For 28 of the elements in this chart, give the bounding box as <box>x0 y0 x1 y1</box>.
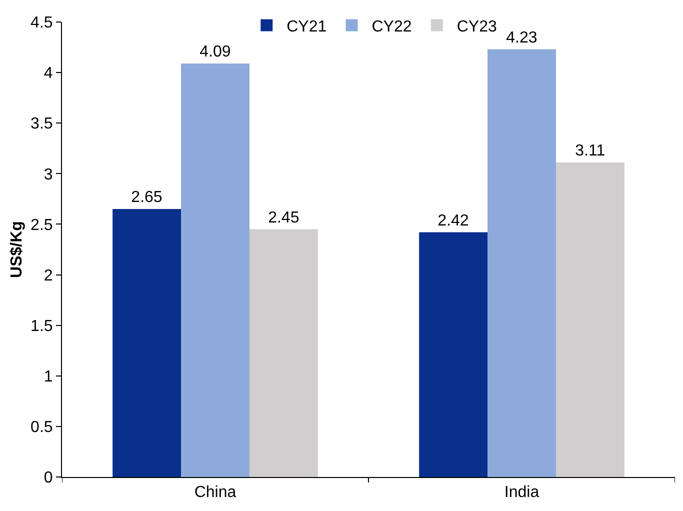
bar <box>488 49 556 477</box>
data-label: 2.45 <box>268 209 300 226</box>
legend-label: CY21 <box>286 18 327 36</box>
data-label: 4.23 <box>506 29 538 46</box>
x-tick-label: China <box>194 484 236 502</box>
bar <box>112 209 182 477</box>
y-tick-label: 1.5 <box>30 318 53 335</box>
y-tick-label: 2 <box>44 267 53 284</box>
legend-label: CY23 <box>456 18 498 36</box>
data-label: 4.09 <box>200 43 231 60</box>
y-tick-label: 3.5 <box>30 116 53 133</box>
data-label: 2.65 <box>131 189 162 206</box>
bar <box>181 63 250 477</box>
y-tick-label: 2.5 <box>30 216 53 234</box>
y-tick-label: 1 <box>44 368 53 386</box>
bar <box>556 162 624 477</box>
y-tick-label: 0.5 <box>30 419 53 436</box>
y-tick-label: 4.5 <box>30 14 53 32</box>
bar <box>249 229 318 477</box>
x-tick-label: India <box>504 484 540 502</box>
bar <box>419 232 488 477</box>
y-tick-label: 3 <box>44 166 53 184</box>
data-label: 3.11 <box>575 142 606 160</box>
y-axis-title: US$/Kg <box>8 221 26 278</box>
data-label: 2.42 <box>438 212 469 230</box>
y-tick-label: 4 <box>44 65 53 82</box>
legend-label: CY22 <box>372 18 412 36</box>
y-tick-label: 0 <box>44 470 53 487</box>
